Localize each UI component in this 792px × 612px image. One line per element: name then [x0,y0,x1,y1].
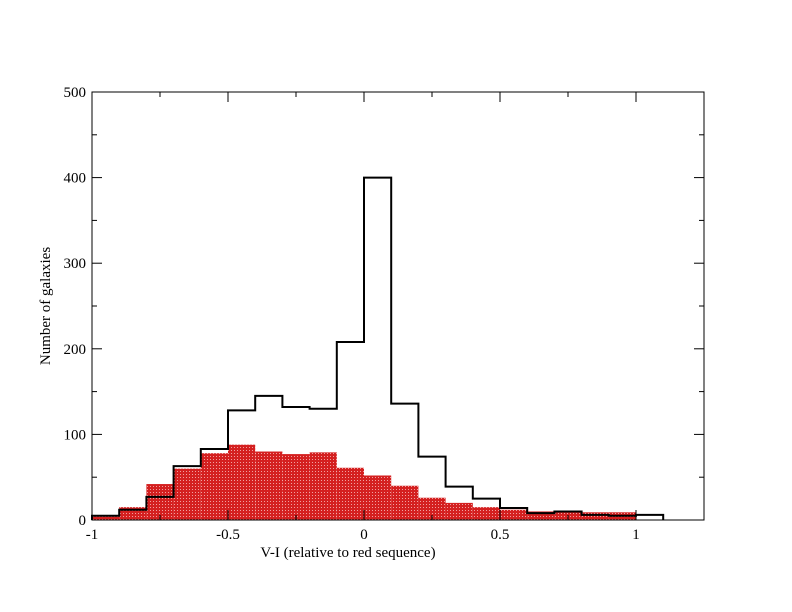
x-tick-label: 1 [632,527,640,543]
y-tick-label: 200 [64,342,87,358]
y-tick-label: 400 [64,171,87,187]
filled-bin [527,511,555,520]
tick-labels: -1 -0.5 0 0.5 1 0 100 200 300 400 500 [64,85,640,543]
y-tick-label: 0 [79,513,87,529]
filled-bin [581,512,609,520]
filled-bin [200,453,228,520]
filled-bin [309,452,337,520]
filled-bin [336,467,364,520]
filled-bin [92,516,120,520]
y-tick-label: 300 [64,256,87,272]
outline-histogram [91,176,665,520]
filled-bin [228,444,256,520]
x-tick-label: -0.5 [216,527,240,543]
x-axis-label: V-I (relative to red sequence) [260,545,435,561]
filled-bin [255,451,283,520]
axis-ticks [91,91,704,521]
y-tick-label: 100 [64,427,87,443]
y-axis-label: Number of galaxies [38,247,54,365]
filled-bin [364,475,392,520]
x-tick-label: 0.5 [491,527,510,543]
filled-bin [500,509,528,520]
filled-bin [173,468,201,520]
filled-bin [282,454,310,520]
y-tick-label: 500 [64,85,87,101]
x-tick-label: 0 [360,527,368,543]
plot-frame [91,91,705,521]
outline-series-line [91,176,665,520]
filled-bin [445,502,473,520]
filled-bin [146,484,174,520]
filled-bin [391,485,419,520]
x-tick-label: -1 [86,527,99,543]
filled-bin [418,497,446,520]
filled-bin [472,507,500,520]
